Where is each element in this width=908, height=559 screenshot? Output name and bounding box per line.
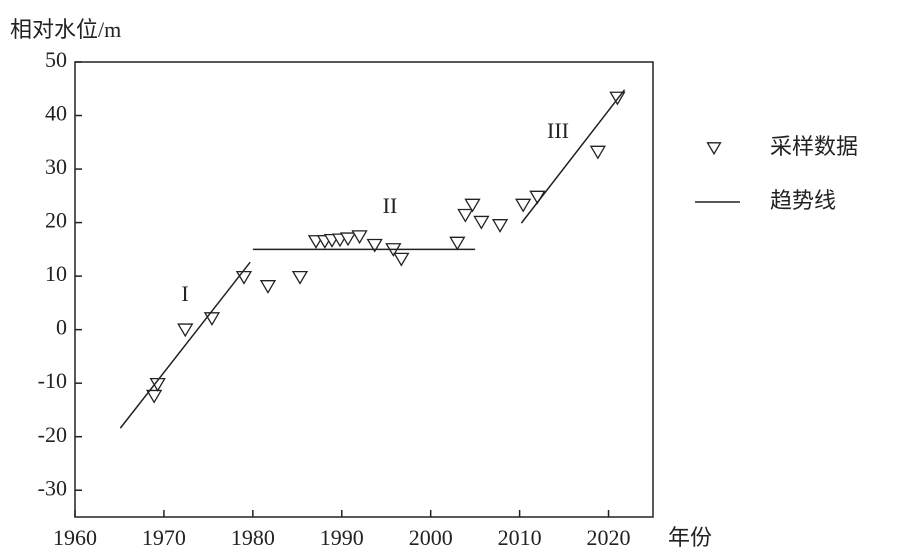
legend-symbol xyxy=(706,142,722,156)
sample-point xyxy=(146,389,163,404)
y-tick-label: 0 xyxy=(56,315,67,340)
x-tick-label: 2000 xyxy=(409,525,453,550)
sample-point xyxy=(515,198,532,213)
y-tick-label: -10 xyxy=(38,368,67,393)
segment-label: I xyxy=(181,281,188,306)
x-tick-label: 2010 xyxy=(498,525,542,550)
sample-point xyxy=(473,215,490,230)
sample-point xyxy=(259,280,277,294)
legend-label: 趋势线 xyxy=(770,188,836,213)
y-tick-label: 20 xyxy=(45,208,67,233)
y-tick-label: -20 xyxy=(38,422,67,447)
x-tick-label: 1960 xyxy=(53,525,97,550)
y-tick-label: 30 xyxy=(45,154,67,179)
x-tick-label: 1990 xyxy=(320,525,364,550)
x-axis-label: 年份 xyxy=(668,525,712,550)
sample-point xyxy=(393,252,410,267)
x-tick-label: 1970 xyxy=(142,525,186,550)
y-tick-label: 50 xyxy=(45,47,67,72)
sample-point xyxy=(457,208,474,223)
trend-line xyxy=(119,89,626,429)
plot-frame xyxy=(74,61,654,518)
segment-label: II xyxy=(383,193,398,218)
sample-point xyxy=(177,323,194,338)
sample-point xyxy=(291,270,309,285)
sample-point xyxy=(491,219,509,233)
sample-point xyxy=(203,312,221,326)
sample-point xyxy=(351,230,368,245)
sample-point xyxy=(366,238,383,253)
legend-label: 采样数据 xyxy=(770,134,858,159)
segment-label: III xyxy=(547,118,569,143)
sample-point xyxy=(464,198,481,213)
x-tick-label: 2020 xyxy=(587,525,631,550)
y-tick-label: 10 xyxy=(45,261,67,286)
y-tick-label: -30 xyxy=(38,475,67,500)
x-tick-label: 1980 xyxy=(231,525,275,550)
y-tick-label: 40 xyxy=(45,101,67,126)
sample-point xyxy=(589,145,607,160)
sample-point xyxy=(339,232,357,247)
y-axis-label: 相对水位/m xyxy=(10,17,121,42)
sample-point xyxy=(449,236,466,251)
